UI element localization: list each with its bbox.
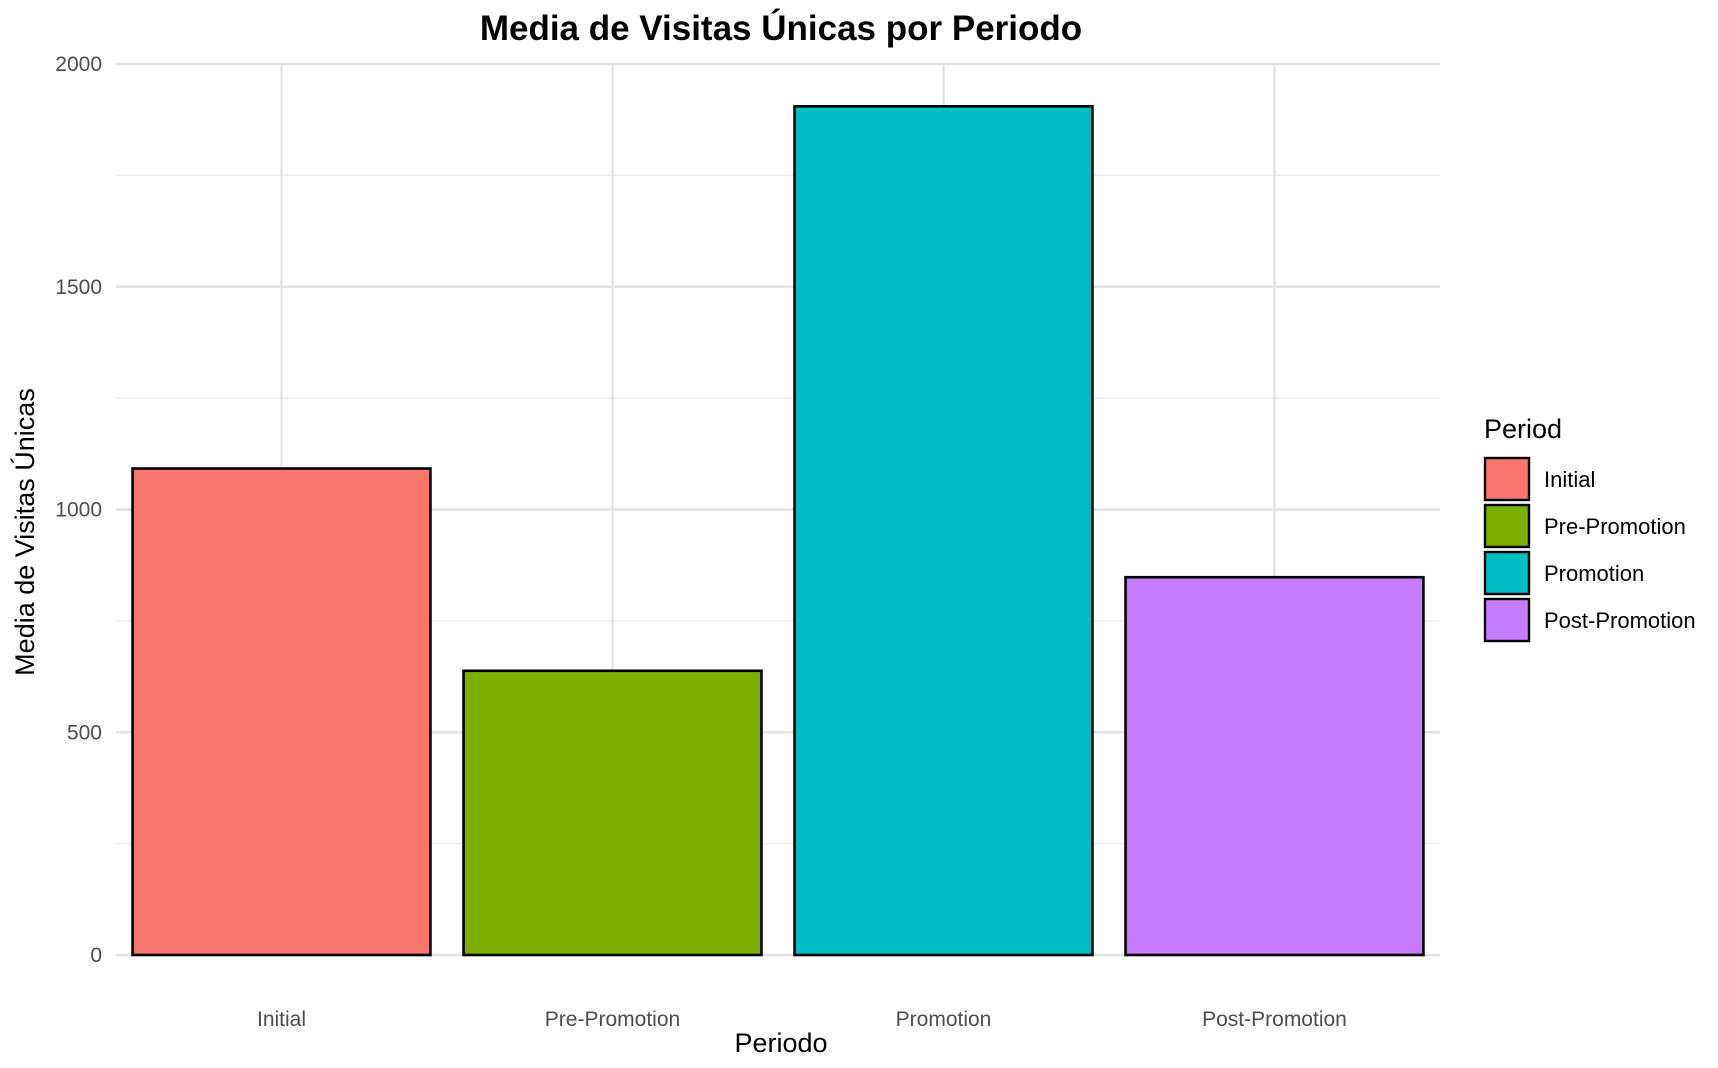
x-tick-label: Post-Promotion	[1202, 1008, 1347, 1031]
y-tick-label: 500	[67, 721, 102, 744]
legend-entries: Initial Pre-Promotion Promotion Post-Promot…	[1483, 456, 1696, 643]
y-tick-labels: 0 500 1000 1500 2000	[55, 53, 102, 967]
legend: Period Initial Pre-Promotion Promotion Post…	[1483, 414, 1696, 643]
bar-pre-promotion	[462, 669, 763, 957]
bar-promotion	[793, 105, 1094, 957]
y-tick-label: 2000	[55, 53, 102, 76]
chart-title: Media de Visitas Únicas por Periodo	[480, 8, 1082, 48]
y-axis-title: Media de Visitas Únicas	[9, 388, 40, 676]
x-tick-label: Promotion	[896, 1008, 992, 1031]
y-tick-label: 1000	[55, 499, 102, 522]
legend-label: Post-Promotion	[1544, 608, 1696, 633]
x-tick-label: Initial	[257, 1008, 306, 1031]
legend-label: Promotion	[1544, 561, 1644, 586]
legend-key	[1483, 597, 1531, 643]
legend-title: Period	[1484, 414, 1562, 444]
legend-label: Initial	[1544, 467, 1595, 492]
x-axis-title: Periodo	[734, 1028, 827, 1058]
x-tick-labels: Initial Pre-Promotion Promotion Post-Promot…	[257, 1008, 1347, 1031]
legend-key	[1483, 550, 1531, 596]
legend-label: Pre-Promotion	[1544, 514, 1686, 539]
bar-initial	[131, 467, 432, 957]
legend-key	[1483, 503, 1531, 549]
y-tick-label: 1500	[55, 276, 102, 299]
y-tick-label: 0	[90, 944, 102, 967]
x-tick-label: Pre-Promotion	[545, 1008, 680, 1031]
bars-group	[131, 105, 1425, 957]
bar-post-promotion	[1124, 575, 1425, 957]
legend-key	[1483, 456, 1531, 502]
